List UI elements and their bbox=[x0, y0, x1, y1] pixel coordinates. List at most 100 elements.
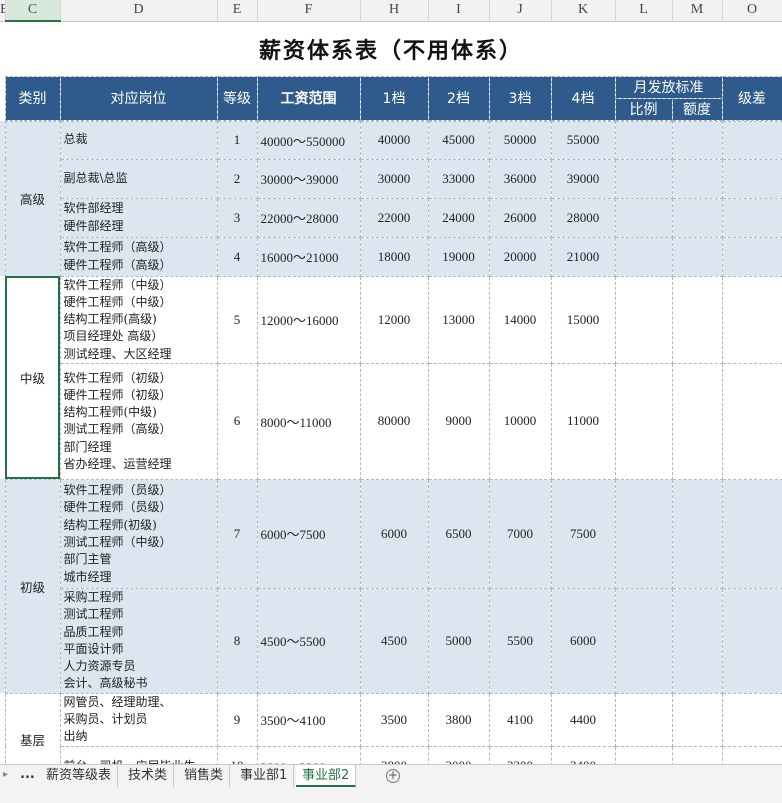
diff-cell[interactable] bbox=[721, 692, 782, 747]
ratio-cell[interactable] bbox=[614, 275, 673, 364]
col-header-m[interactable]: M bbox=[672, 0, 723, 22]
tier2-cell[interactable]: 6500 bbox=[427, 478, 490, 589]
ratio-cell[interactable] bbox=[614, 120, 673, 160]
tier3-cell[interactable]: 50000 bbox=[488, 120, 552, 160]
position-cell[interactable]: 软件工程师（初级） 硬件工程师（初级） 结构工程师(中级) 测试工程师（高级） 部门经理… bbox=[59, 362, 218, 480]
diff-cell[interactable] bbox=[721, 158, 782, 199]
sheet-title[interactable]: 薪资体系表（不用体系） bbox=[258, 37, 523, 64]
range-cell[interactable]: 40000～550000 bbox=[256, 120, 361, 160]
col-header-d[interactable]: D bbox=[60, 0, 218, 22]
position-cell[interactable]: 软件工程师（高级） 硬件工程师（高级） bbox=[59, 236, 218, 277]
col-header-c[interactable]: C bbox=[5, 0, 61, 22]
ratio-cell[interactable] bbox=[614, 236, 673, 277]
diff-cell[interactable] bbox=[721, 745, 782, 764]
diff-cell[interactable] bbox=[721, 275, 782, 364]
tab-salary-grade[interactable]: 薪资等级表 bbox=[40, 765, 119, 787]
tier3-cell[interactable]: 7000 bbox=[488, 478, 552, 589]
col-header-i[interactable]: I bbox=[428, 0, 490, 22]
ratio-cell[interactable] bbox=[614, 692, 673, 747]
tier1-cell[interactable]: 6000 bbox=[359, 478, 429, 589]
more-tabs-button[interactable]: ... bbox=[20, 767, 35, 782]
header-ratio[interactable]: 比例 bbox=[614, 97, 673, 121]
tier3-cell[interactable]: 4100 bbox=[488, 692, 552, 747]
amount-cell[interactable] bbox=[671, 478, 723, 589]
tier3-cell[interactable]: 20000 bbox=[488, 236, 552, 277]
grade-cell[interactable]: 4 bbox=[216, 236, 258, 277]
tier3-cell[interactable]: 36000 bbox=[488, 158, 552, 199]
col-header-l[interactable]: L bbox=[615, 0, 673, 22]
grade-cell[interactable]: 6 bbox=[216, 362, 258, 480]
amount-cell[interactable] bbox=[671, 587, 723, 694]
category-cell[interactable]: 基层 bbox=[4, 692, 61, 764]
ratio-cell[interactable] bbox=[614, 158, 673, 199]
tier1-cell[interactable]: 3500 bbox=[359, 692, 429, 747]
tier1-cell[interactable]: 30000 bbox=[359, 158, 429, 199]
tier3-cell[interactable]: 5500 bbox=[488, 587, 552, 694]
position-cell[interactable]: 软件工程师（中级） 硬件工程师（中级） 结构工程师(高级) 项目经理处 高级） 测试经理… bbox=[59, 275, 218, 364]
tier2-cell[interactable]: 24000 bbox=[427, 197, 490, 238]
tier4-cell[interactable]: 3400 bbox=[550, 745, 616, 764]
range-cell[interactable]: 30000～39000 bbox=[256, 158, 361, 199]
tier2-cell[interactable]: 9000 bbox=[427, 362, 490, 480]
tier2-cell[interactable]: 3000 bbox=[427, 745, 490, 764]
grade-cell[interactable]: 2 bbox=[216, 158, 258, 199]
ratio-cell[interactable] bbox=[614, 197, 673, 238]
tier4-cell[interactable]: 21000 bbox=[550, 236, 616, 277]
tier3-cell[interactable]: 10000 bbox=[488, 362, 552, 480]
tier3-cell[interactable]: 3200 bbox=[488, 745, 552, 764]
tier4-cell[interactable]: 55000 bbox=[550, 120, 616, 160]
header-tier3[interactable]: 3档 bbox=[488, 75, 552, 121]
position-cell[interactable]: 副总裁\总监 bbox=[59, 158, 218, 199]
tier4-cell[interactable]: 4400 bbox=[550, 692, 616, 747]
grade-cell[interactable]: 10 bbox=[216, 745, 258, 764]
col-header-e[interactable]: E bbox=[217, 0, 258, 22]
amount-cell[interactable] bbox=[671, 120, 723, 160]
position-cell[interactable]: 软件部经理 硬件部经理 bbox=[59, 197, 218, 238]
header-category[interactable]: 类别 bbox=[4, 75, 61, 121]
tier2-cell[interactable]: 13000 bbox=[427, 275, 490, 364]
header-tier2[interactable]: 2档 bbox=[427, 75, 490, 121]
category-cell[interactable]: 高级 bbox=[4, 120, 61, 277]
tier1-cell[interactable]: 12000 bbox=[359, 275, 429, 364]
range-cell[interactable]: 6000～7500 bbox=[256, 478, 361, 589]
range-cell[interactable]: 8000～11000 bbox=[256, 362, 361, 480]
header-monthly[interactable]: 月发放标准 bbox=[614, 75, 723, 99]
grade-cell[interactable]: 9 bbox=[216, 692, 258, 747]
spreadsheet-grid[interactable]: B C D E F H I J K L M O 薪资体系表（不用体系） 类别 对… bbox=[0, 0, 782, 764]
tier4-cell[interactable]: 7500 bbox=[550, 478, 616, 589]
position-cell[interactable]: 采购工程师 测试工程师 品质工程师 平面设计师 人力资源专员 会计、高级秘书 bbox=[59, 587, 218, 694]
header-diff[interactable]: 级差 bbox=[721, 75, 782, 121]
tab-sales[interactable]: 销售类 bbox=[178, 765, 231, 787]
amount-cell[interactable] bbox=[671, 197, 723, 238]
ratio-cell[interactable] bbox=[614, 478, 673, 589]
position-cell[interactable]: 总裁 bbox=[59, 120, 218, 160]
tier3-cell[interactable]: 26000 bbox=[488, 197, 552, 238]
col-header-j[interactable]: J bbox=[489, 0, 552, 22]
header-range[interactable]: 工资范围 bbox=[256, 75, 361, 121]
header-amount[interactable]: 额度 bbox=[671, 97, 723, 121]
amount-cell[interactable] bbox=[671, 362, 723, 480]
tab-tech[interactable]: 技术类 bbox=[122, 765, 175, 787]
tier4-cell[interactable]: 6000 bbox=[550, 587, 616, 694]
amount-cell[interactable] bbox=[671, 158, 723, 199]
amount-cell[interactable] bbox=[671, 745, 723, 764]
col-header-o[interactable]: O bbox=[722, 0, 782, 22]
tier2-cell[interactable]: 45000 bbox=[427, 120, 490, 160]
range-cell[interactable]: 16000～21000 bbox=[256, 236, 361, 277]
tier2-cell[interactable]: 5000 bbox=[427, 587, 490, 694]
ratio-cell[interactable] bbox=[614, 362, 673, 480]
amount-cell[interactable] bbox=[671, 275, 723, 364]
tier2-cell[interactable]: 19000 bbox=[427, 236, 490, 277]
range-cell[interactable]: 4500～5500 bbox=[256, 587, 361, 694]
tier1-cell[interactable]: 2800 bbox=[359, 745, 429, 764]
header-position[interactable]: 对应岗位 bbox=[59, 75, 218, 121]
grade-cell[interactable]: 5 bbox=[216, 275, 258, 364]
amount-cell[interactable] bbox=[671, 236, 723, 277]
tier3-cell[interactable]: 14000 bbox=[488, 275, 552, 364]
grade-cell[interactable]: 3 bbox=[216, 197, 258, 238]
amount-cell[interactable] bbox=[671, 692, 723, 747]
diff-cell[interactable] bbox=[721, 362, 782, 480]
tab-division-1[interactable]: 事业部1 bbox=[234, 765, 295, 787]
range-cell[interactable]: 12000～16000 bbox=[256, 275, 361, 364]
tab-scroll-icon[interactable]: ▸ bbox=[3, 769, 9, 780]
